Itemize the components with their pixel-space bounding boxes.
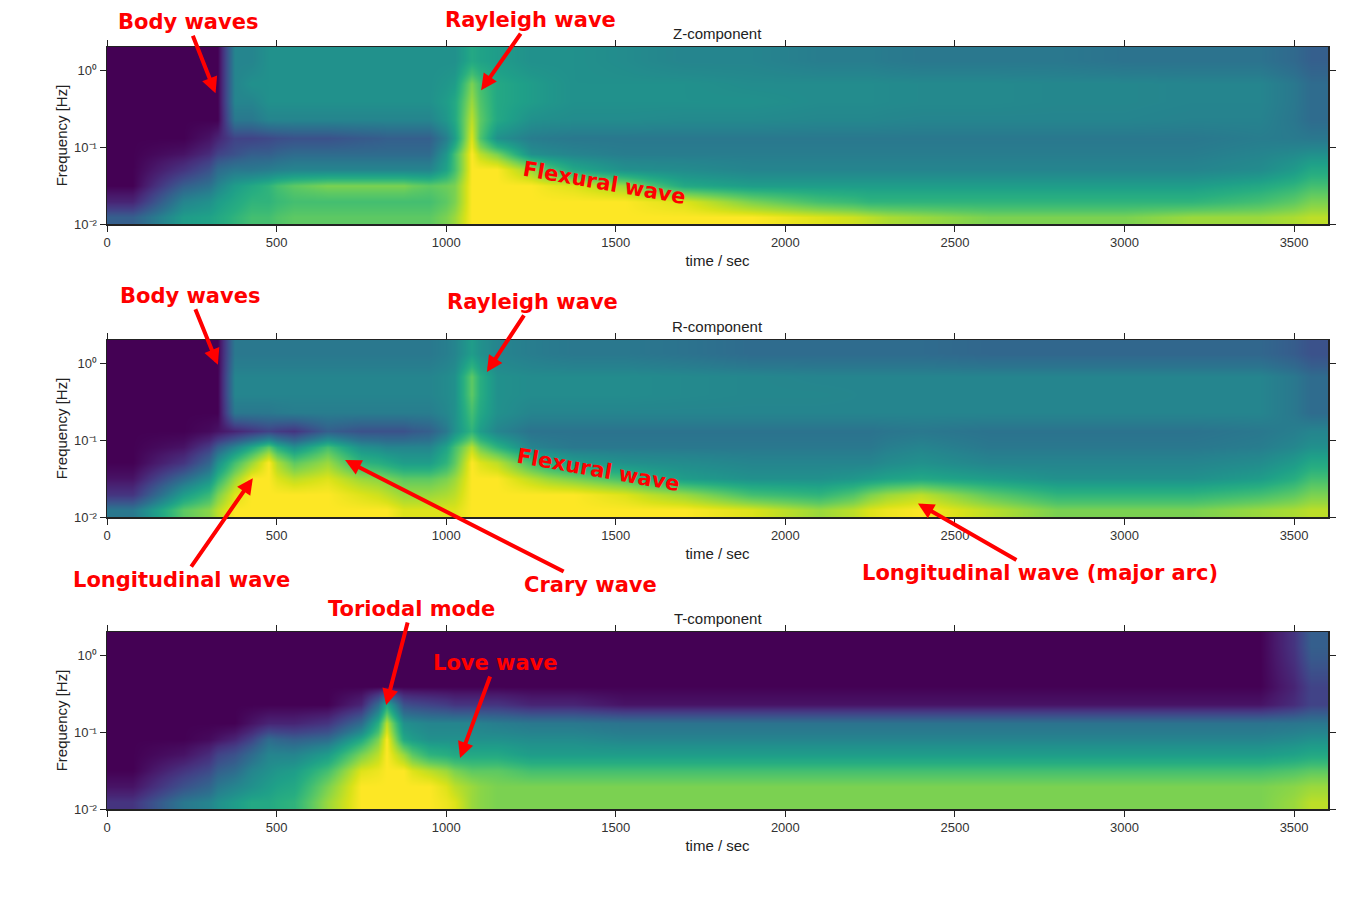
svg-text:2500: 2500	[940, 820, 969, 835]
svg-text:time / sec: time / sec	[685, 837, 750, 854]
svg-text:Flexural wave: Flexural wave	[521, 157, 687, 209]
svg-text:Love wave: Love wave	[433, 651, 558, 675]
svg-text:1000: 1000	[432, 528, 461, 543]
svg-text:Frequency [Hz]: Frequency [Hz]	[53, 670, 70, 772]
svg-text:2500: 2500	[940, 235, 969, 250]
svg-text:1000: 1000	[432, 820, 461, 835]
svg-text:Frequency [Hz]: Frequency [Hz]	[53, 378, 70, 480]
svg-text:2000: 2000	[771, 820, 800, 835]
svg-text:3000: 3000	[1110, 820, 1139, 835]
svg-text:3000: 3000	[1110, 235, 1139, 250]
svg-text:time / sec: time / sec	[685, 545, 750, 562]
svg-text:1500: 1500	[601, 528, 630, 543]
svg-text:3500: 3500	[1280, 235, 1309, 250]
svg-text:10⁻¹: 10⁻¹	[74, 433, 97, 448]
svg-text:R-component: R-component	[672, 318, 763, 335]
svg-text:10⁻²: 10⁻²	[74, 510, 97, 525]
svg-text:Rayleigh wave: Rayleigh wave	[445, 8, 616, 32]
svg-text:1500: 1500	[601, 820, 630, 835]
svg-text:T-component: T-component	[674, 610, 762, 627]
svg-text:Body waves: Body waves	[118, 10, 258, 34]
svg-text:0: 0	[103, 528, 110, 543]
svg-text:Longitudinal wave: Longitudinal wave	[73, 568, 290, 592]
svg-text:2000: 2000	[771, 235, 800, 250]
svg-text:3500: 3500	[1280, 528, 1309, 543]
svg-text:Z-component: Z-component	[673, 25, 762, 42]
svg-text:10⁻²: 10⁻²	[74, 217, 97, 232]
svg-text:Crary wave: Crary wave	[524, 573, 657, 597]
svg-text:Toriodal mode: Toriodal mode	[328, 597, 495, 621]
svg-text:10⁻²: 10⁻²	[74, 802, 97, 817]
svg-text:10⁻¹: 10⁻¹	[74, 140, 97, 155]
svg-text:1500: 1500	[601, 235, 630, 250]
svg-text:Body waves: Body waves	[120, 284, 260, 308]
svg-text:10⁰: 10⁰	[77, 356, 96, 371]
svg-text:1000: 1000	[432, 235, 461, 250]
svg-text:Longitudinal wave (major arc): Longitudinal wave (major arc)	[862, 561, 1218, 585]
svg-text:Frequency [Hz]: Frequency [Hz]	[53, 85, 70, 187]
svg-text:0: 0	[103, 235, 110, 250]
svg-text:Flexural wave: Flexural wave	[515, 444, 681, 496]
svg-text:3000: 3000	[1110, 528, 1139, 543]
svg-text:10⁰: 10⁰	[77, 63, 96, 78]
svg-text:500: 500	[266, 820, 288, 835]
svg-text:2000: 2000	[771, 528, 800, 543]
svg-text:500: 500	[266, 528, 288, 543]
svg-text:2500: 2500	[940, 528, 969, 543]
svg-text:500: 500	[266, 235, 288, 250]
svg-text:10⁻¹: 10⁻¹	[74, 725, 97, 740]
svg-text:10⁰: 10⁰	[77, 648, 96, 663]
svg-text:time / sec: time / sec	[685, 252, 750, 269]
svg-text:0: 0	[103, 820, 110, 835]
svg-text:3500: 3500	[1280, 820, 1309, 835]
svg-text:Rayleigh wave: Rayleigh wave	[447, 290, 618, 314]
